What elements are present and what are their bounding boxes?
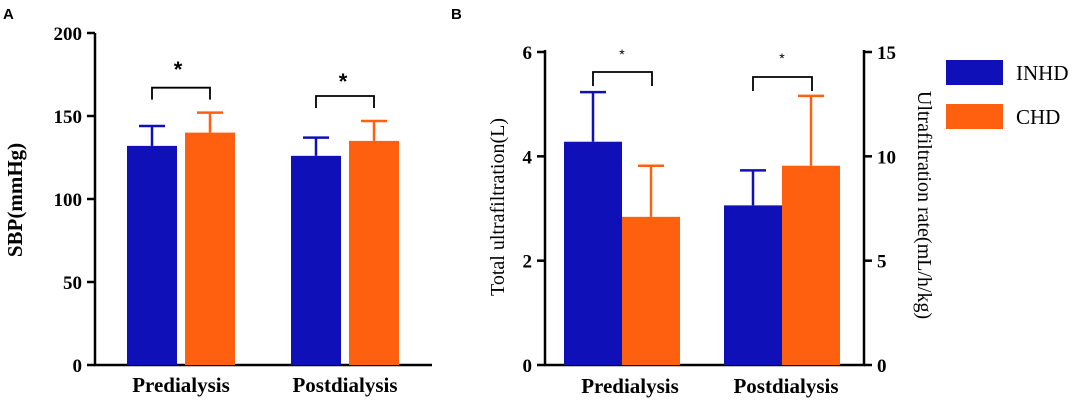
panel-a-significance-postdialysis: *	[339, 69, 348, 94]
panel-b-right-y-tick-label: 0	[877, 356, 887, 377]
panel-label-a: A	[3, 6, 14, 23]
panel-a-y-tick-label: 50	[63, 273, 82, 294]
panel-b-right-y-tick-label: 15	[877, 43, 896, 64]
panel-b-right-y-tick-label: 5	[877, 252, 887, 273]
panel-b-inhd-predialysis-bar	[564, 141, 622, 365]
panel-b-left-y-tick-label: 6	[523, 43, 533, 64]
panel-b-chart: Total ultrafiltration(L) Ultrafiltration…	[487, 43, 935, 398]
panel-a-y-tick-label: 150	[54, 107, 83, 128]
panel-b-chd-postdialysis-bar	[782, 165, 840, 365]
legend-swatch-chd	[946, 104, 1003, 129]
panel-b-x-label-postdialysis: Postdialysis	[733, 374, 838, 398]
panel-label-b: B	[451, 6, 462, 23]
panel-a-chd-predialysis-bar	[185, 132, 235, 365]
panel-a-y-axis-title: SBP(mmHg)	[3, 143, 27, 257]
legend-label-inhd: INHD	[1016, 61, 1069, 85]
panel-a-chart: SBP(mmHg) 0 50 100 150 200 Predialysis Postd…	[3, 24, 432, 397]
panel-a-bracket-postdialysis	[315, 95, 375, 108]
legend-label-chd: CHD	[1016, 105, 1060, 129]
panel-a-y-tick-label: 200	[54, 24, 83, 45]
panel-b-right-y-axis-title: Ultrafiltration rate(mL/h/kg)	[913, 91, 935, 319]
panel-b-left-y-tick-label: 4	[523, 147, 533, 168]
panel-b-left-y-tick-label: 2	[523, 252, 533, 273]
panel-b-right-y-tick-label: 10	[877, 147, 896, 168]
panel-b-bracket-postdialysis	[752, 76, 813, 91]
panel-b-bracket-predialysis	[592, 71, 653, 86]
panel-a-inhd-postdialysis-bar	[291, 155, 341, 365]
panel-a-significance-predialysis: *	[174, 57, 183, 82]
legend: INHD CHD	[946, 60, 1069, 129]
panel-b-inhd-postdialysis-bar	[724, 205, 782, 365]
panel-b-significance-predialysis: *	[619, 46, 625, 62]
panel-a-bracket-predialysis	[151, 86, 211, 100]
panel-b-chd-predialysis-bar	[622, 216, 680, 365]
panel-b-left-y-axis-title: Total ultrafiltration(L)	[487, 118, 509, 296]
panel-b-significance-postdialysis: *	[779, 50, 785, 66]
panel-a-x-label-postdialysis: Postdialysis	[292, 373, 397, 397]
legend-swatch-inhd	[946, 60, 1003, 85]
panel-a-y-tick-label: 100	[54, 190, 83, 211]
panel-a-x-label-predialysis: Predialysis	[132, 373, 230, 397]
panel-a-y-tick-label: 0	[73, 356, 83, 377]
panel-b-left-y-tick-label: 0	[523, 356, 533, 377]
panel-b-x-label-predialysis: Predialysis	[581, 374, 679, 398]
panel-a-inhd-predialysis-bar	[127, 145, 177, 365]
panel-a-chd-postdialysis-bar	[349, 140, 399, 365]
